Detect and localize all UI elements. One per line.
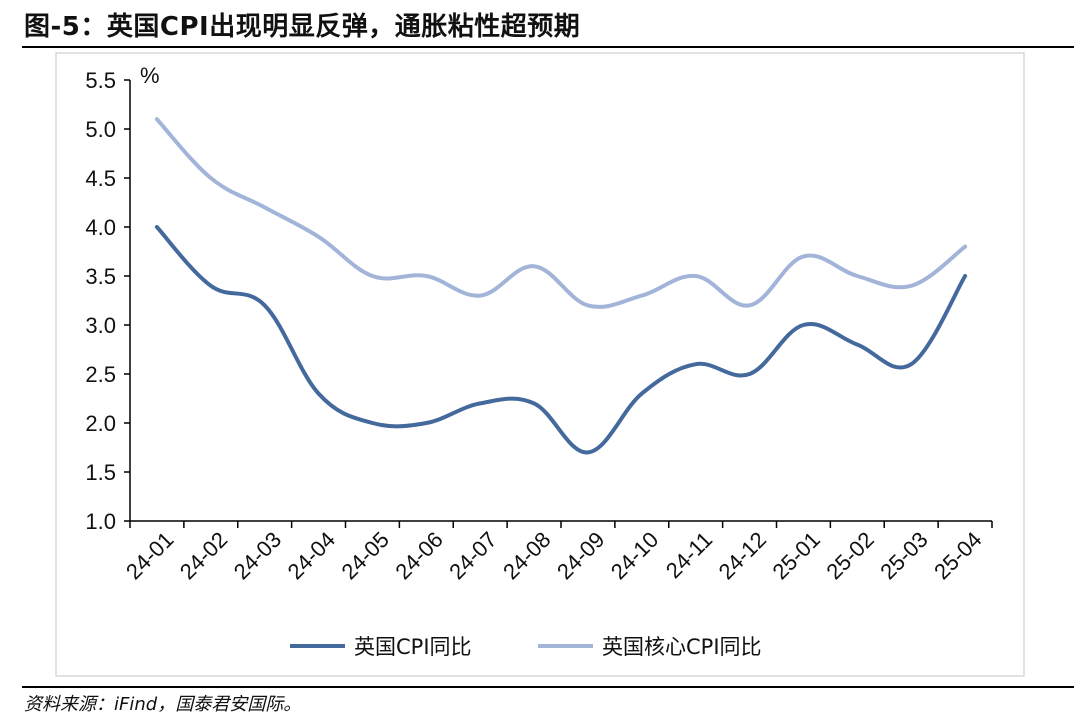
x-tick-label: 24-10 — [606, 527, 663, 584]
x-tick-label: 24-05 — [336, 527, 393, 584]
y-tick-label: 3.0 — [85, 313, 116, 338]
title-rule — [22, 46, 1074, 48]
x-tick-label: 24-03 — [229, 527, 286, 584]
y-tick-label: 3.5 — [85, 264, 116, 289]
figure-title: 图-5：英国CPI出现明显反弹，通胀粘性超预期 — [24, 12, 581, 42]
y-tick-label: 1.0 — [85, 509, 116, 534]
y-tick-label: 2.0 — [85, 411, 116, 436]
y-tick-label: 4.0 — [85, 215, 116, 240]
x-tick-label: 25-01 — [767, 527, 824, 584]
source-rule — [22, 686, 1074, 688]
y-tick-label: 1.5 — [85, 460, 116, 485]
x-tick-label: 24-11 — [661, 527, 717, 583]
series-line-1 — [154, 225, 968, 455]
chart-frame — [55, 52, 1025, 677]
y-tick-label: 5.5 — [85, 68, 116, 93]
source-note: 资料来源：iFind，国泰君安国际。 — [24, 694, 302, 715]
legend-label-1: 英国CPI同比 — [354, 635, 472, 659]
x-tick-label: 24-12 — [714, 527, 771, 584]
x-tick-label: 24-06 — [390, 527, 447, 584]
x-tick-label: 24-08 — [498, 527, 555, 584]
x-tick-label: 24-02 — [175, 527, 232, 584]
series-line-2 — [154, 117, 968, 309]
y-tick-label: 4.5 — [85, 166, 116, 191]
x-tick-label: 24-09 — [552, 527, 609, 584]
x-tick-label: 24-04 — [283, 527, 340, 584]
legend-label-2: 英国核心CPI同比 — [602, 635, 762, 659]
y-tick-label: 5.0 — [85, 117, 116, 142]
y-axis-unit: % — [140, 63, 160, 88]
x-tick-label: 25-04 — [929, 527, 986, 584]
x-tick-label: 24-01 — [121, 527, 178, 584]
y-tick-label: 2.5 — [85, 362, 116, 387]
x-tick-label: 24-07 — [444, 527, 501, 584]
x-tick-label: 25-03 — [875, 527, 932, 584]
x-tick-label: 25-02 — [821, 527, 878, 584]
